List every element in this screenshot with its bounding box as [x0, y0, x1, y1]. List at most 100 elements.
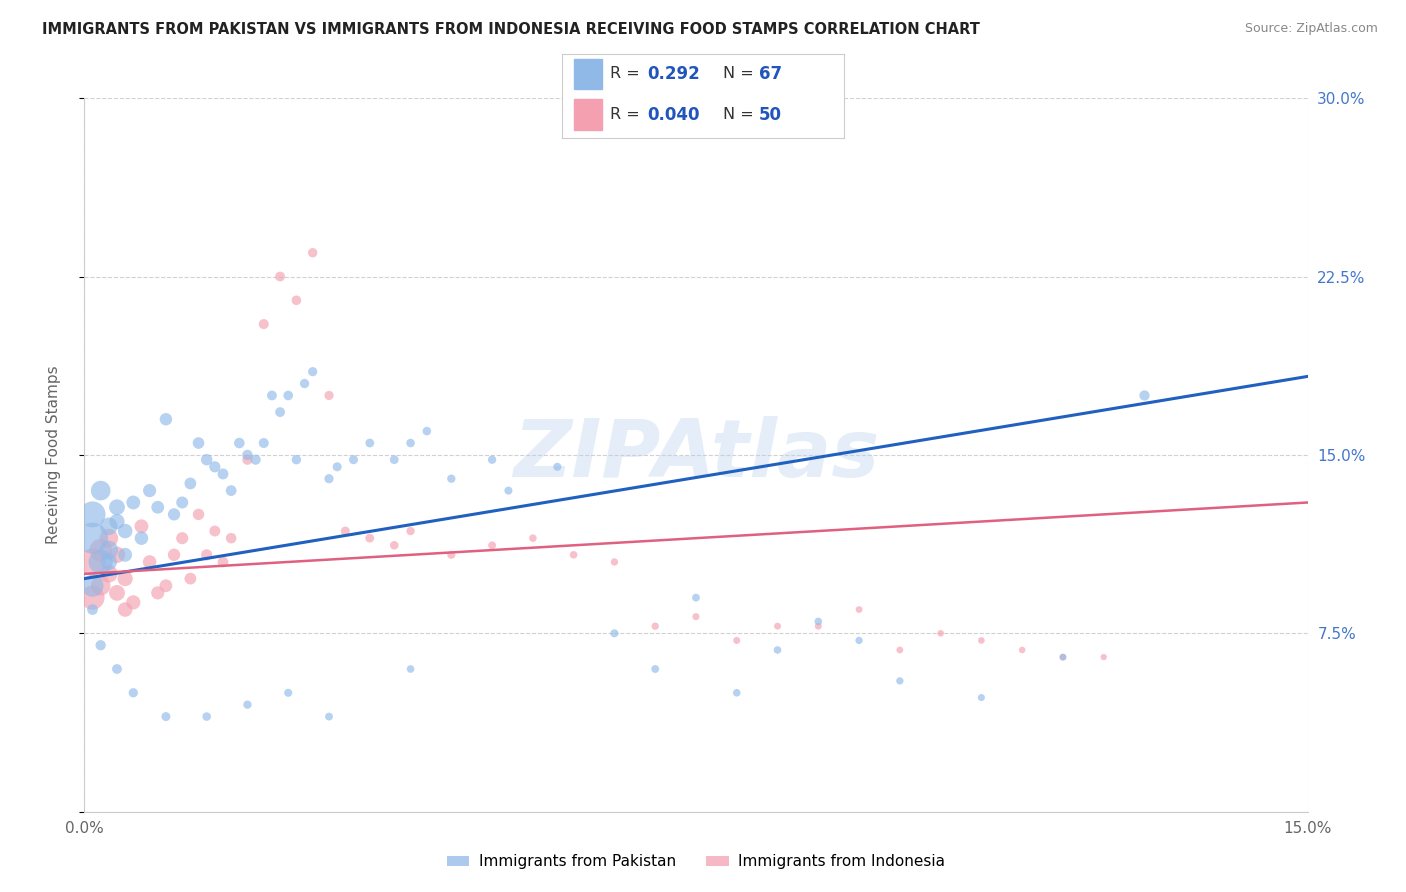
- Text: IMMIGRANTS FROM PAKISTAN VS IMMIGRANTS FROM INDONESIA RECEIVING FOOD STAMPS CORR: IMMIGRANTS FROM PAKISTAN VS IMMIGRANTS F…: [42, 22, 980, 37]
- Point: [440, 548, 463, 562]
- Point: [82, 531, 104, 545]
- Point: [114, 548, 136, 562]
- Text: R =: R =: [610, 107, 645, 122]
- Point: [138, 555, 160, 569]
- Point: [228, 436, 250, 450]
- Point: [807, 615, 830, 629]
- Point: [82, 591, 104, 605]
- Point: [82, 602, 104, 616]
- Point: [685, 591, 707, 605]
- Point: [498, 483, 520, 498]
- Legend: Immigrants from Pakistan, Immigrants from Indonesia: Immigrants from Pakistan, Immigrants fro…: [440, 848, 952, 875]
- Point: [848, 602, 870, 616]
- Point: [766, 619, 789, 633]
- Point: [889, 643, 911, 657]
- Point: [82, 579, 104, 593]
- Point: [195, 548, 218, 562]
- Point: [253, 317, 276, 331]
- Point: [114, 602, 136, 616]
- Point: [122, 595, 145, 609]
- Point: [294, 376, 316, 391]
- Point: [269, 269, 291, 284]
- Y-axis label: Receiving Food Stamps: Receiving Food Stamps: [46, 366, 60, 544]
- Point: [204, 524, 226, 538]
- Point: [146, 586, 169, 600]
- Point: [342, 452, 364, 467]
- Point: [105, 662, 128, 676]
- Point: [807, 619, 830, 633]
- Text: N =: N =: [723, 107, 759, 122]
- Point: [848, 633, 870, 648]
- Point: [269, 405, 291, 419]
- Point: [1052, 650, 1074, 665]
- Point: [399, 662, 422, 676]
- Point: [440, 472, 463, 486]
- Point: [318, 472, 340, 486]
- Point: [382, 538, 405, 552]
- Point: [399, 436, 422, 450]
- Point: [97, 555, 120, 569]
- Point: [335, 524, 357, 538]
- Point: [603, 626, 626, 640]
- Point: [114, 572, 136, 586]
- Point: [285, 452, 308, 467]
- Point: [172, 531, 194, 545]
- Point: [1133, 388, 1156, 402]
- Point: [236, 448, 259, 462]
- Point: [685, 609, 707, 624]
- Text: 50: 50: [759, 105, 782, 123]
- Point: [285, 293, 308, 308]
- Point: [889, 673, 911, 688]
- Point: [114, 524, 136, 538]
- Point: [172, 495, 194, 509]
- Point: [195, 452, 218, 467]
- Point: [399, 524, 422, 538]
- Point: [204, 459, 226, 474]
- Text: ZIPAtlas: ZIPAtlas: [513, 416, 879, 494]
- Point: [359, 436, 381, 450]
- Point: [179, 476, 201, 491]
- Text: 67: 67: [759, 65, 782, 83]
- Point: [97, 531, 120, 545]
- Point: [1092, 650, 1115, 665]
- Point: [131, 519, 153, 533]
- Point: [644, 662, 666, 676]
- Point: [155, 579, 177, 593]
- Point: [212, 467, 235, 481]
- Point: [301, 245, 323, 260]
- Point: [82, 508, 104, 522]
- Point: [725, 633, 748, 648]
- Text: 0.040: 0.040: [647, 105, 699, 123]
- Point: [187, 508, 209, 522]
- Point: [90, 555, 112, 569]
- Point: [212, 555, 235, 569]
- Point: [138, 483, 160, 498]
- Point: [277, 388, 299, 402]
- Point: [155, 412, 177, 426]
- Point: [359, 531, 381, 545]
- Point: [562, 548, 585, 562]
- Point: [122, 495, 145, 509]
- Point: [90, 543, 112, 558]
- Point: [260, 388, 283, 402]
- Point: [155, 709, 177, 723]
- Point: [146, 500, 169, 515]
- Point: [546, 459, 568, 474]
- Point: [277, 686, 299, 700]
- Point: [301, 365, 323, 379]
- Point: [163, 548, 186, 562]
- Text: Source: ZipAtlas.com: Source: ZipAtlas.com: [1244, 22, 1378, 36]
- Point: [195, 709, 218, 723]
- Point: [382, 452, 405, 467]
- Point: [245, 452, 267, 467]
- Bar: [574, 59, 602, 89]
- Point: [105, 500, 128, 515]
- Point: [326, 459, 349, 474]
- Point: [163, 508, 186, 522]
- Point: [187, 436, 209, 450]
- Point: [522, 531, 544, 545]
- Point: [90, 638, 112, 652]
- Point: [97, 543, 120, 558]
- Point: [236, 698, 259, 712]
- Point: [122, 686, 145, 700]
